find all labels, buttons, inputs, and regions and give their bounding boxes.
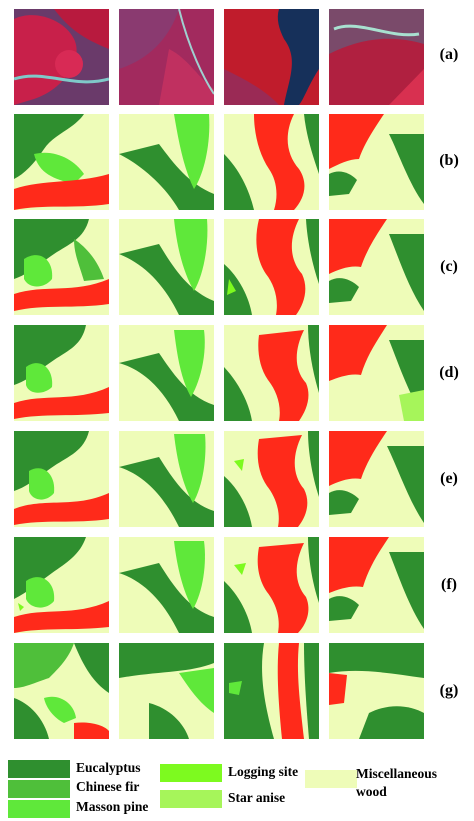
image-a1 <box>14 9 109 105</box>
map-e4 <box>329 431 424 527</box>
map-f4 <box>329 537 424 633</box>
legend: Eucalyptus Chinese fir Masson pine Loggi… <box>0 758 474 821</box>
legend-label-masson-pine: Masson pine <box>76 799 149 814</box>
map-b4 <box>329 114 424 210</box>
map-d1 <box>14 325 109 421</box>
legend-swatch-eucalyptus <box>8 760 70 778</box>
row-label-a: (a) <box>439 46 459 63</box>
legend-label-chinese-fir: Chinese fir <box>76 779 140 794</box>
map-d2 <box>119 325 214 421</box>
map-d3 <box>224 325 319 421</box>
map-b3 <box>224 114 319 210</box>
satellite-image-a2 <box>119 9 214 105</box>
row-label-g: (g) <box>439 682 459 699</box>
legend-label-star-anise: Star anise <box>228 790 286 805</box>
image-a2 <box>119 9 214 105</box>
map-e1 <box>14 431 109 527</box>
legend-swatch-star-anise <box>160 790 222 808</box>
image-a4 <box>329 9 424 105</box>
satellite-image-a4 <box>329 9 424 105</box>
legend-label-eucalyptus: Eucalyptus <box>76 760 141 775</box>
map-f3 <box>224 537 319 633</box>
map-c1 <box>14 219 109 315</box>
legend-swatch-masson-pine <box>8 800 70 818</box>
map-b1 <box>14 114 109 210</box>
map-d4 <box>329 325 424 421</box>
image-a3 <box>224 9 319 105</box>
row-label-b: (b) <box>439 152 459 169</box>
map-g1 <box>14 643 109 739</box>
map-g2 <box>119 643 214 739</box>
legend-label-logging-site: Logging site <box>228 764 299 779</box>
legend-swatch-logging-site <box>160 764 222 782</box>
row-label-d: (d) <box>439 364 459 381</box>
row-label-c: (c) <box>440 258 458 275</box>
map-c4 <box>329 219 424 315</box>
map-b2 <box>119 114 214 210</box>
legend-swatch-misc-wood <box>305 770 357 788</box>
row-label-f: (f) <box>441 576 457 593</box>
legend-swatch-chinese-fir <box>8 780 70 798</box>
row-label-e: (e) <box>440 470 458 487</box>
map-c2 <box>119 219 214 315</box>
map-f1 <box>14 537 109 633</box>
legend-label-misc-line2: wood <box>356 784 387 799</box>
map-f2 <box>119 537 214 633</box>
map-e2 <box>119 431 214 527</box>
satellite-image-a1 <box>14 9 109 105</box>
map-e3 <box>224 431 319 527</box>
map-g3 <box>224 643 319 739</box>
map-g4 <box>329 643 424 739</box>
satellite-image-a3 <box>224 9 319 105</box>
map-c3 <box>224 219 319 315</box>
legend-label-misc-line1: Miscellaneous <box>356 766 437 781</box>
